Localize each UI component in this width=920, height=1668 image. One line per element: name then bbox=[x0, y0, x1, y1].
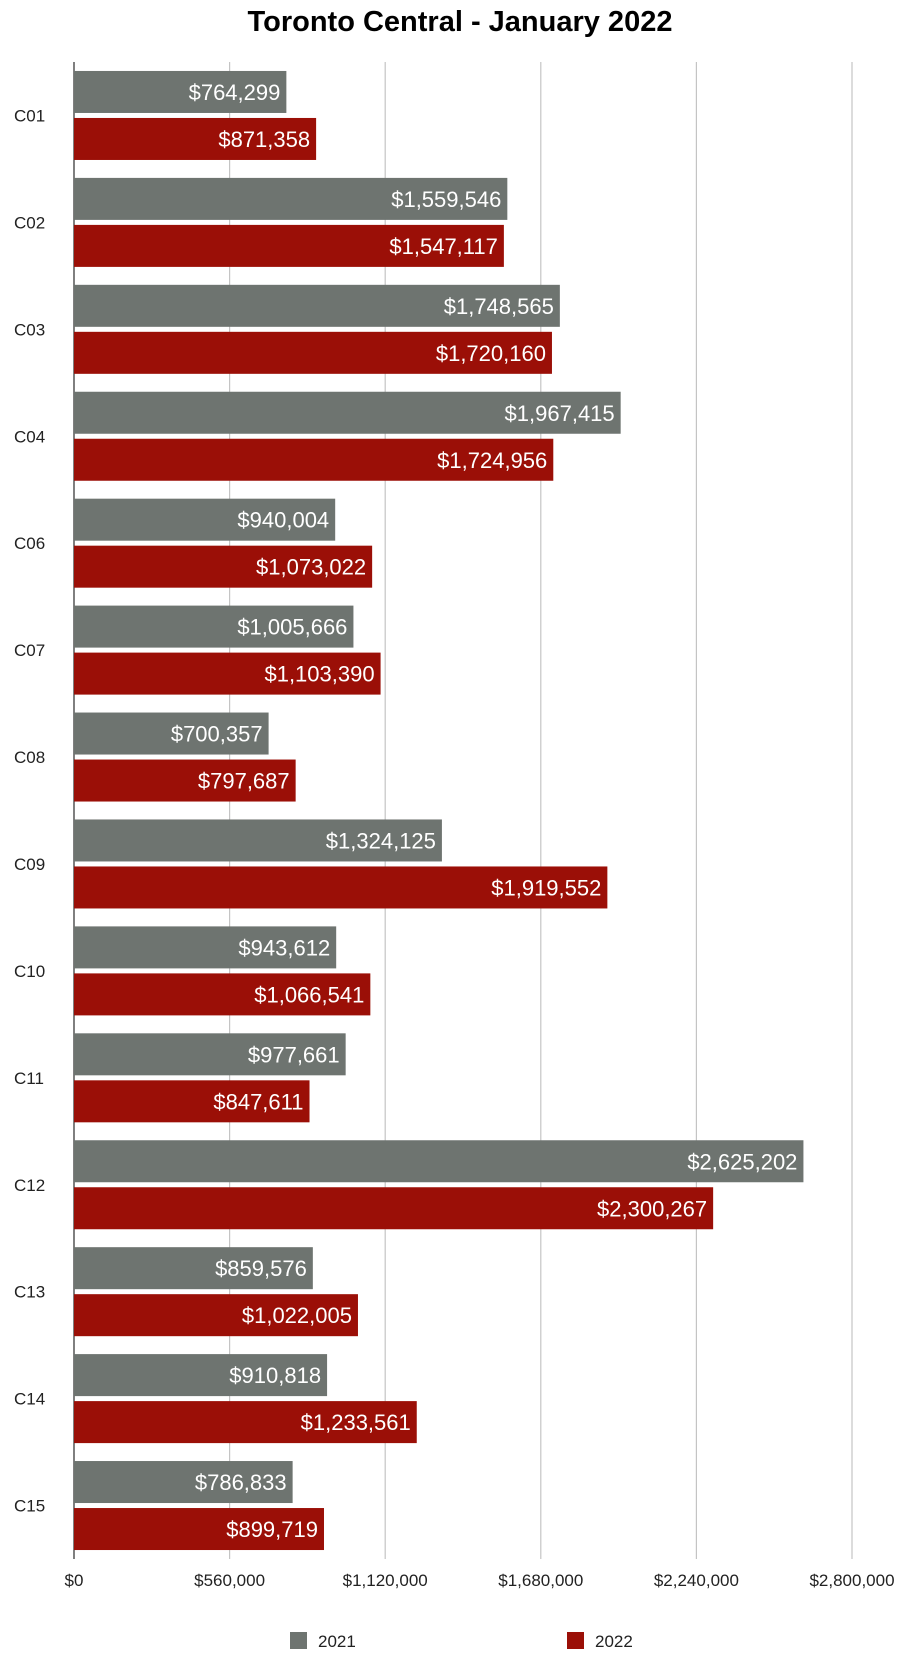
bar-2022-C09 bbox=[74, 866, 608, 909]
legend-swatch-2021 bbox=[290, 1632, 307, 1649]
category-label: C12 bbox=[14, 1176, 45, 1195]
bar-2021-C12 bbox=[74, 1140, 804, 1183]
data-label: $797,687 bbox=[198, 769, 290, 794]
category-label: C02 bbox=[14, 213, 45, 232]
bar-2021-C11 bbox=[74, 1033, 346, 1076]
x-tick-label: $2,240,000 bbox=[654, 1571, 739, 1590]
legend-label: 2021 bbox=[318, 1632, 356, 1651]
data-label: $847,611 bbox=[213, 1089, 303, 1114]
bar-2022-C03 bbox=[74, 331, 552, 374]
bar-2021-C04 bbox=[74, 391, 621, 434]
x-tick-label: $1,120,000 bbox=[343, 1571, 428, 1590]
category-label: C06 bbox=[14, 534, 45, 553]
data-label: $764,299 bbox=[189, 80, 281, 105]
data-label: $786,833 bbox=[195, 1470, 287, 1495]
chart-title: Toronto Central - January 2022 bbox=[247, 6, 673, 38]
bar-2021-C14 bbox=[74, 1354, 328, 1397]
data-label: $1,005,666 bbox=[237, 615, 347, 640]
data-label: $2,300,267 bbox=[597, 1196, 707, 1221]
bar-2021-C08 bbox=[74, 712, 269, 755]
data-label: $1,324,125 bbox=[326, 828, 436, 853]
bar-2022-C12 bbox=[74, 1187, 714, 1230]
data-label: $943,612 bbox=[238, 935, 330, 960]
bar-2021-C02 bbox=[74, 177, 508, 220]
bar-2021-C01 bbox=[74, 70, 287, 113]
bar-2021-C09 bbox=[74, 819, 442, 862]
x-tick-label: $1,680,000 bbox=[498, 1571, 583, 1590]
x-tick-label: $0 bbox=[65, 1571, 84, 1590]
category-label: C04 bbox=[14, 427, 45, 446]
data-label: $1,547,117 bbox=[389, 234, 497, 259]
bar-2022-C02 bbox=[74, 224, 504, 267]
category-label: C14 bbox=[14, 1390, 45, 1409]
category-label: C15 bbox=[14, 1497, 45, 1516]
bar-2021-C15 bbox=[74, 1461, 293, 1504]
x-tick-label: $560,000 bbox=[194, 1571, 265, 1590]
data-label: $899,719 bbox=[226, 1517, 318, 1542]
bar-2022-C15 bbox=[74, 1508, 324, 1551]
bar-2022-C14 bbox=[74, 1401, 417, 1444]
data-label: $871,358 bbox=[218, 127, 310, 152]
data-label: $2,625,202 bbox=[687, 1149, 797, 1174]
data-label: $1,066,541 bbox=[254, 982, 364, 1007]
data-label: $1,720,160 bbox=[436, 341, 546, 366]
data-label: $1,559,546 bbox=[391, 187, 501, 212]
bar-2022-C10 bbox=[74, 973, 371, 1016]
data-label: $1,724,956 bbox=[437, 448, 547, 473]
bar-2022-C01 bbox=[74, 117, 317, 160]
data-label: $910,818 bbox=[229, 1363, 321, 1388]
data-label: $1,073,022 bbox=[256, 555, 366, 580]
legend-swatch-2022 bbox=[567, 1632, 584, 1649]
data-label: $977,661 bbox=[248, 1042, 340, 1067]
bar-2021-C13 bbox=[74, 1247, 313, 1290]
data-label: $859,576 bbox=[215, 1256, 307, 1281]
data-label: $1,103,390 bbox=[264, 662, 374, 687]
category-label: C13 bbox=[14, 1283, 45, 1302]
bar-2022-C07 bbox=[74, 652, 381, 695]
data-label: $940,004 bbox=[237, 508, 329, 533]
bar-2021-C03 bbox=[74, 284, 560, 327]
data-label: $1,748,565 bbox=[444, 294, 554, 319]
bar-2021-C07 bbox=[74, 605, 354, 648]
x-tick-label: $2,800,000 bbox=[809, 1571, 894, 1590]
bar-2022-C04 bbox=[74, 438, 554, 481]
category-label: C10 bbox=[14, 962, 45, 981]
bar-2022-C13 bbox=[74, 1294, 358, 1337]
category-label: C11 bbox=[14, 1069, 44, 1088]
bar-2021-C10 bbox=[74, 926, 337, 969]
bar-2022-C11 bbox=[74, 1080, 310, 1123]
data-label: $700,357 bbox=[171, 722, 263, 747]
data-label: $1,233,561 bbox=[301, 1410, 411, 1435]
bar-2021-C06 bbox=[74, 498, 336, 541]
category-label: C03 bbox=[14, 320, 45, 339]
data-label: $1,022,005 bbox=[242, 1303, 352, 1328]
category-label: C07 bbox=[14, 641, 45, 660]
data-label: $1,967,415 bbox=[505, 401, 615, 426]
bar-2022-C08 bbox=[74, 759, 296, 802]
category-label: C09 bbox=[14, 855, 45, 874]
data-label: $1,919,552 bbox=[491, 875, 601, 900]
category-label: C08 bbox=[14, 748, 45, 767]
bar-2022-C06 bbox=[74, 545, 373, 588]
legend-label: 2022 bbox=[595, 1632, 633, 1651]
category-label: C01 bbox=[14, 106, 45, 125]
